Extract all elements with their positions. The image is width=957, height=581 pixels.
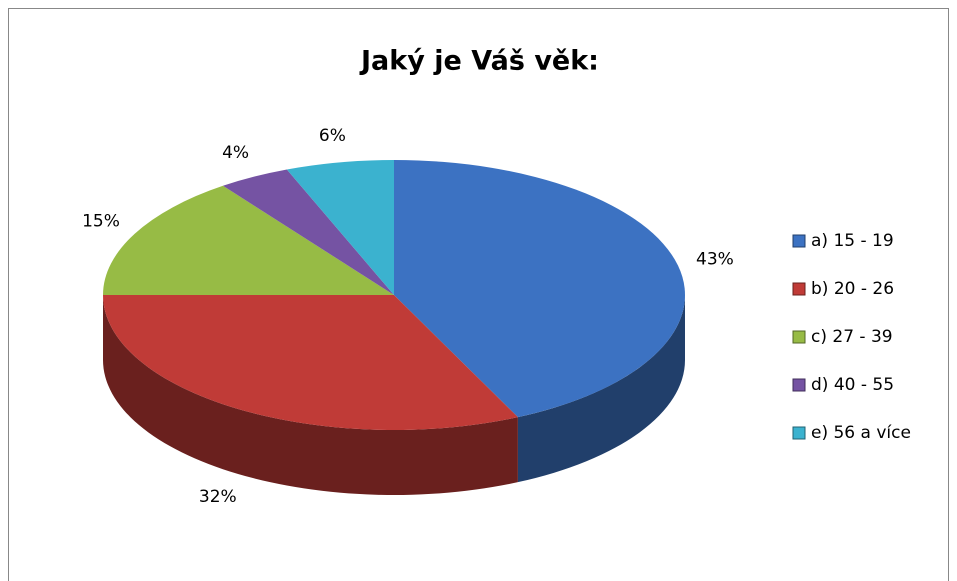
legend-swatch (792, 234, 806, 248)
slice (286, 160, 394, 295)
legend-swatch (792, 330, 806, 344)
slice (103, 295, 518, 430)
slice-side (517, 295, 685, 483)
chart-title: Jaký je Váš věk: (359, 46, 599, 77)
legend-label: b) 20 - 26 (811, 279, 894, 299)
data-label: 43% (696, 250, 734, 270)
data-label: 6% (319, 126, 346, 146)
legend-label: c) 27 - 39 (811, 327, 893, 347)
legend-label: a) 15 - 19 (811, 231, 894, 251)
slice (394, 160, 685, 418)
legend-label: d) 40 - 55 (811, 375, 894, 395)
legend-label: e) 56 a více (811, 423, 911, 443)
legend-swatch (792, 378, 806, 392)
data-label: 32% (199, 487, 237, 507)
slice (222, 169, 394, 295)
slice (103, 185, 394, 295)
legend-swatch (792, 426, 806, 440)
legend-swatch (792, 282, 806, 296)
data-label: 4% (222, 143, 249, 163)
data-label: 15% (82, 211, 120, 231)
slice-side (103, 295, 518, 495)
